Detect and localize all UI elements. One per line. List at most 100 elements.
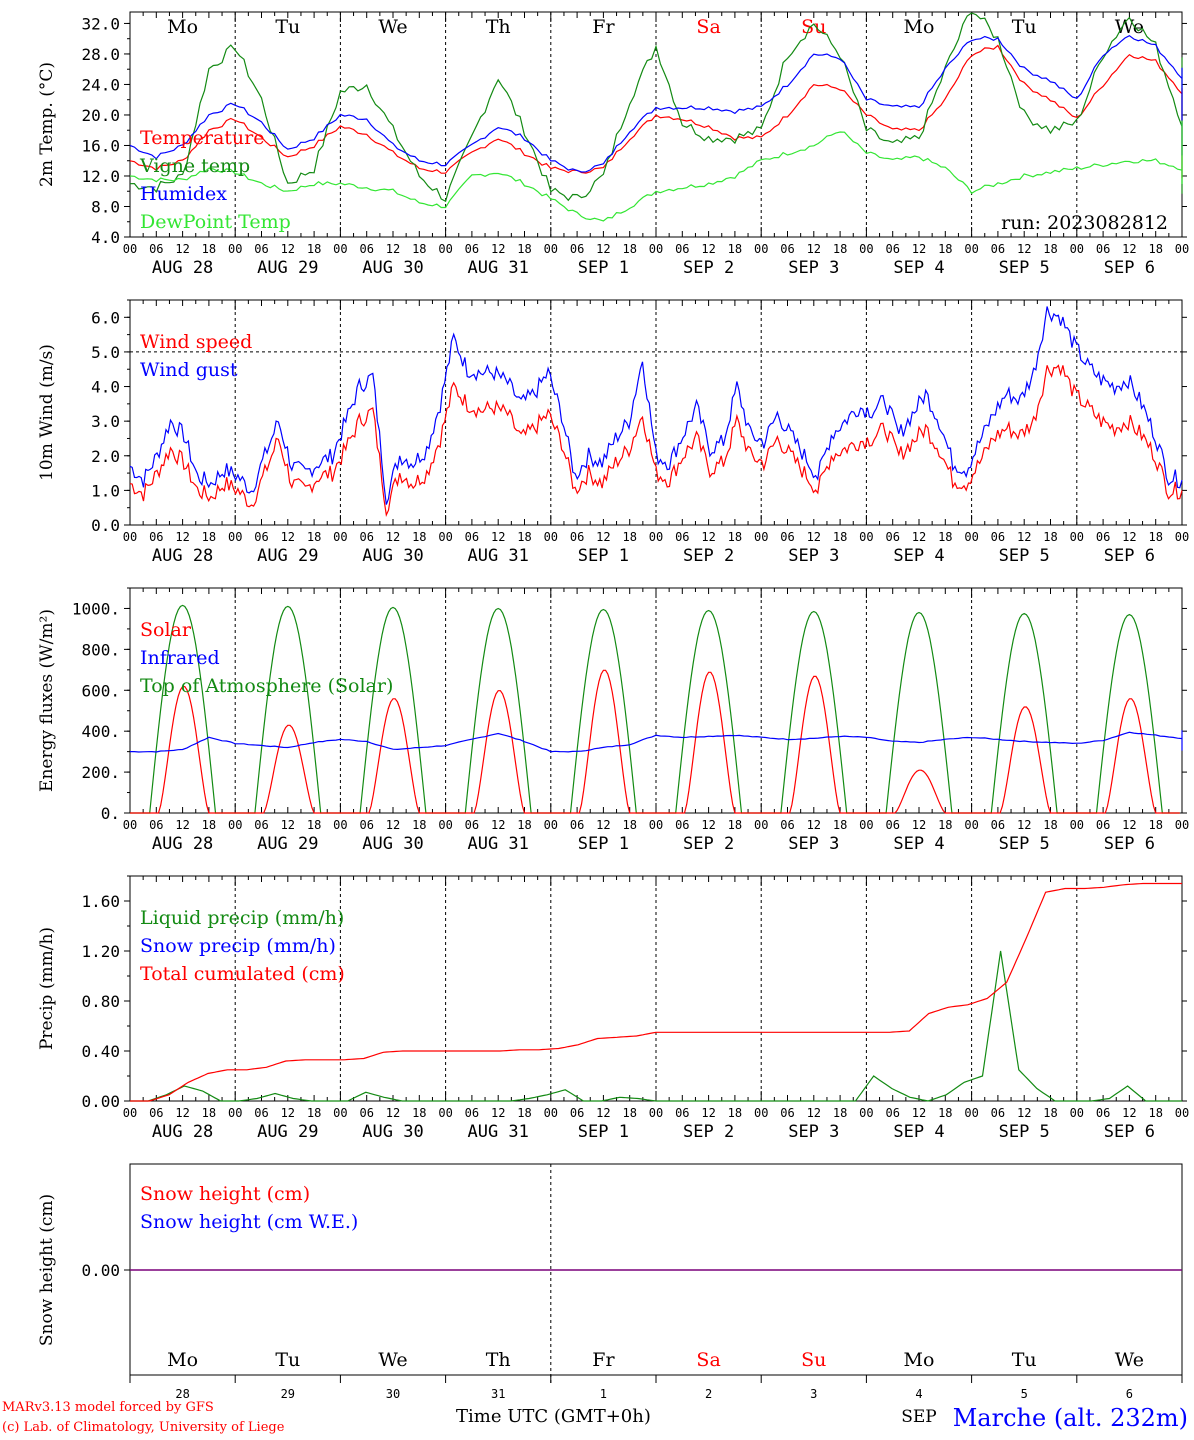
hour-label: 00 bbox=[123, 530, 137, 544]
hour-label: 18 bbox=[1148, 530, 1162, 544]
hour-label: 12 bbox=[1017, 1106, 1031, 1120]
hour-label: 00 bbox=[544, 242, 558, 256]
hour-label: 06 bbox=[149, 818, 163, 832]
legend-entry: Snow height (cm) bbox=[140, 1183, 310, 1205]
hour-label: 06 bbox=[359, 818, 373, 832]
weekday-label: Su bbox=[801, 1349, 826, 1371]
month-marker: SEP bbox=[901, 1407, 937, 1427]
date-label: SEP 5 bbox=[999, 546, 1050, 566]
weekday-label: Mo bbox=[167, 1349, 198, 1371]
hour-label: 12 bbox=[912, 530, 926, 544]
hour-label: 18 bbox=[622, 530, 636, 544]
date-label: SEP 4 bbox=[893, 546, 944, 566]
date-label: SEP 6 bbox=[1104, 1122, 1155, 1142]
date-label: AUG 29 bbox=[257, 258, 318, 278]
hour-label: 12 bbox=[281, 818, 295, 832]
hour-label: 12 bbox=[912, 818, 926, 832]
hour-label: 00 bbox=[649, 530, 663, 544]
hour-label: 06 bbox=[885, 818, 899, 832]
y-tick-label: 4.0 bbox=[91, 228, 120, 247]
hour-label: 00 bbox=[333, 818, 347, 832]
weekday-label: Tu bbox=[1012, 16, 1037, 38]
legend-entry: Humidex bbox=[140, 183, 227, 205]
hour-label: 18 bbox=[938, 1106, 952, 1120]
day-number: 6 bbox=[1126, 1387, 1133, 1401]
date-label: AUG 31 bbox=[467, 258, 528, 278]
legend-entry: Infrared bbox=[140, 647, 220, 669]
hour-label: 18 bbox=[938, 530, 952, 544]
y-tick-label: 0.0 bbox=[91, 516, 120, 535]
day-number: 1 bbox=[600, 1387, 607, 1401]
hour-label: 06 bbox=[570, 818, 584, 832]
hour-label: 00 bbox=[859, 530, 873, 544]
hour-label: 18 bbox=[1043, 530, 1057, 544]
hour-label: 00 bbox=[1175, 818, 1189, 832]
y-tick-label: 600. bbox=[81, 681, 120, 700]
hour-label: 18 bbox=[622, 1106, 636, 1120]
series-total-cumulated bbox=[130, 882, 1182, 1102]
hour-label: 18 bbox=[728, 1106, 742, 1120]
hour-label: 18 bbox=[622, 818, 636, 832]
hour-label: 06 bbox=[149, 530, 163, 544]
hour-label: 12 bbox=[386, 242, 400, 256]
hour-label: 00 bbox=[228, 1106, 242, 1120]
hour-label: 18 bbox=[202, 818, 216, 832]
hour-label: 12 bbox=[807, 530, 821, 544]
hour-label: 06 bbox=[254, 818, 268, 832]
date-label: AUG 30 bbox=[362, 1122, 423, 1142]
legend-entry: Solar bbox=[140, 619, 192, 641]
weekday-label: Tu bbox=[1012, 1349, 1037, 1371]
series-wind-gust bbox=[129, 306, 1183, 505]
date-label: SEP 1 bbox=[578, 834, 629, 854]
hour-label: 18 bbox=[1043, 818, 1057, 832]
hour-label: 12 bbox=[807, 1106, 821, 1120]
hour-label: 06 bbox=[885, 242, 899, 256]
hour-label: 12 bbox=[175, 1106, 189, 1120]
hour-label: 06 bbox=[780, 242, 794, 256]
hour-label: 18 bbox=[833, 242, 847, 256]
y-tick-label: 0.00 bbox=[81, 1092, 120, 1111]
hour-label: 12 bbox=[807, 818, 821, 832]
hour-label: 12 bbox=[1122, 530, 1136, 544]
date-label: SEP 2 bbox=[683, 546, 734, 566]
date-label: AUG 29 bbox=[257, 834, 318, 854]
hour-label: 12 bbox=[807, 242, 821, 256]
hour-label: 00 bbox=[1070, 530, 1084, 544]
hour-label: 06 bbox=[885, 530, 899, 544]
legend-entry: Temperature bbox=[140, 127, 264, 149]
y-tick-label: 1.20 bbox=[81, 942, 120, 961]
y-tick-label: 0.00 bbox=[81, 1261, 120, 1280]
hour-label: 06 bbox=[359, 530, 373, 544]
y-tick-label: 28.0 bbox=[81, 45, 120, 64]
day-number: 30 bbox=[386, 1387, 400, 1401]
hour-label: 00 bbox=[438, 530, 452, 544]
series-humidex bbox=[129, 34, 1183, 173]
y-tick-label: 800. bbox=[81, 640, 120, 659]
hour-label: 00 bbox=[1070, 242, 1084, 256]
hour-label: 12 bbox=[596, 242, 610, 256]
hour-label: 00 bbox=[859, 1106, 873, 1120]
y-tick-label: 6.0 bbox=[91, 308, 120, 327]
hour-label: 06 bbox=[570, 1106, 584, 1120]
hour-label: 06 bbox=[254, 1106, 268, 1120]
weekday-label: We bbox=[1115, 1349, 1144, 1371]
y-tick-label: 12.0 bbox=[81, 167, 120, 186]
date-label: AUG 29 bbox=[257, 1122, 318, 1142]
y-tick-label: 3.0 bbox=[91, 412, 120, 431]
date-label: AUG 31 bbox=[467, 546, 528, 566]
hour-label: 18 bbox=[517, 530, 531, 544]
y-tick-label: 1000. bbox=[72, 599, 120, 618]
hour-label: 06 bbox=[465, 530, 479, 544]
weekday-label: We bbox=[1115, 16, 1144, 38]
hour-label: 00 bbox=[649, 818, 663, 832]
hour-label: 06 bbox=[149, 242, 163, 256]
date-label: SEP 3 bbox=[788, 258, 839, 278]
y-tick-label: 32.0 bbox=[81, 14, 120, 33]
hour-label: 12 bbox=[386, 530, 400, 544]
series-liquid-precip bbox=[130, 950, 1182, 1102]
hour-label: 06 bbox=[465, 818, 479, 832]
hour-label: 12 bbox=[281, 1106, 295, 1120]
hour-label: 06 bbox=[675, 1106, 689, 1120]
hour-label: 12 bbox=[491, 818, 505, 832]
hour-label: 12 bbox=[386, 818, 400, 832]
